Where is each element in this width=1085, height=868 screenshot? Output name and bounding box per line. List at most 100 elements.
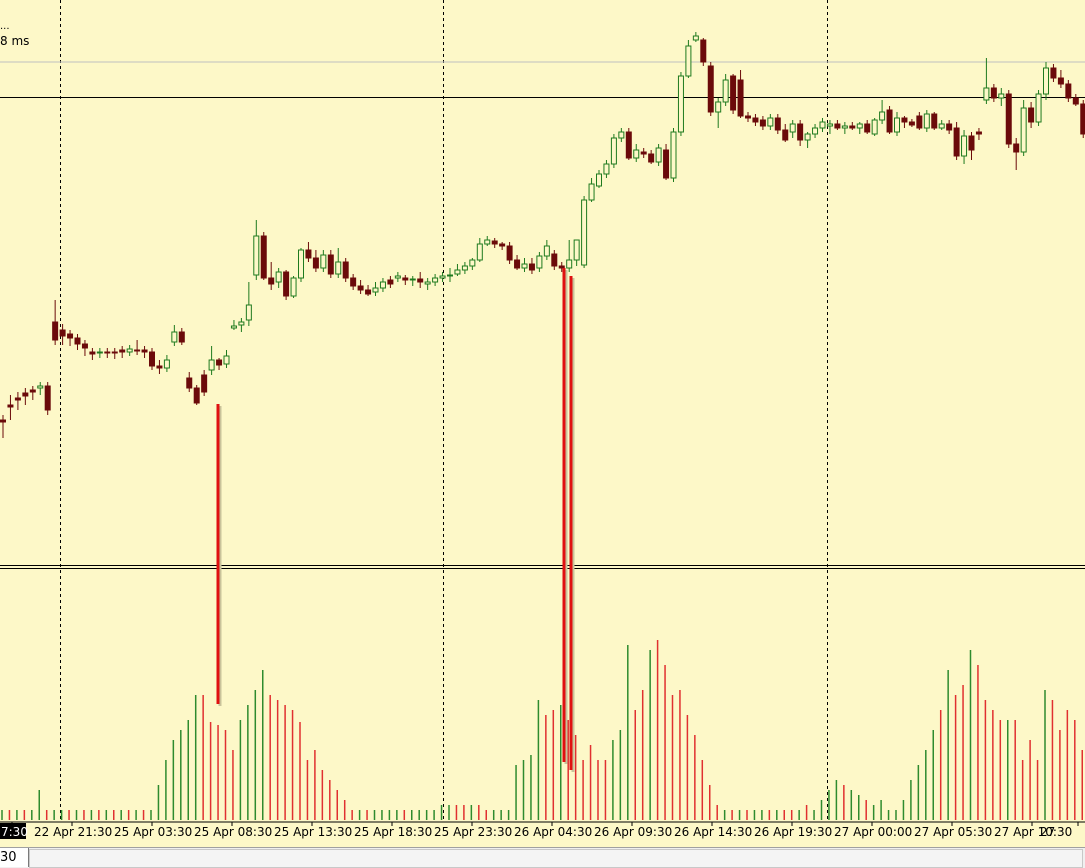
candle-body (768, 118, 773, 126)
candle-body (738, 80, 743, 116)
candle-body (261, 236, 266, 278)
candle-body (1036, 94, 1041, 122)
candle (902, 116, 907, 128)
candle-body (813, 128, 818, 134)
candle-body (865, 124, 870, 132)
candle-body (1021, 108, 1026, 152)
candle-body (827, 124, 832, 126)
candle (939, 120, 944, 130)
candle-body (142, 350, 147, 352)
candle-body (969, 136, 974, 150)
candle-body (708, 66, 713, 112)
candle-body (351, 278, 356, 286)
candle (924, 110, 929, 132)
candle (261, 232, 266, 280)
candle-body (120, 350, 125, 352)
candle (485, 236, 490, 246)
candle (45, 382, 50, 415)
candle (693, 32, 698, 42)
candle-body (328, 255, 333, 274)
candle (574, 240, 579, 266)
candle (999, 88, 1004, 106)
latency-label: 8 ms (0, 34, 29, 48)
candle (15, 392, 20, 410)
candle-body (686, 46, 691, 76)
candle-body (649, 154, 654, 162)
candle-body (790, 124, 795, 132)
candle (850, 122, 855, 130)
candle (105, 348, 110, 358)
candle-body (1029, 108, 1034, 122)
candle-body (38, 386, 43, 388)
candle (827, 120, 832, 134)
highlight-markers (218, 268, 573, 772)
candle-body (127, 349, 132, 352)
candle-body (924, 114, 929, 128)
candle-body (656, 148, 661, 162)
candle (239, 318, 244, 332)
candle-body (284, 272, 289, 296)
candle (515, 255, 520, 270)
candle-body (954, 128, 959, 156)
candle (1051, 64, 1056, 82)
candle-body (522, 264, 527, 268)
candle (842, 122, 847, 134)
candle-body (723, 80, 728, 102)
candle-body (485, 240, 490, 244)
candle-body (947, 124, 952, 130)
candle-body (932, 114, 937, 128)
candle-body (850, 126, 855, 128)
candle (97, 348, 102, 358)
candle (507, 242, 512, 264)
candle-body (358, 286, 363, 290)
candle-body (8, 405, 13, 407)
horizontal-lines (0, 62, 1085, 569)
candle-body (559, 266, 564, 268)
candle (775, 114, 780, 134)
candle-body (634, 150, 639, 158)
candle-body (552, 254, 557, 266)
axis-tick-label: 25 Apr 18:30 (354, 825, 432, 839)
candle (991, 84, 996, 102)
candle-body (1058, 78, 1063, 84)
candle (746, 112, 751, 122)
candle-body (53, 322, 58, 340)
candle (1006, 90, 1011, 148)
candle (708, 62, 713, 116)
candle (358, 280, 363, 294)
candle (291, 276, 296, 298)
candle (179, 328, 184, 345)
candle (1036, 90, 1041, 126)
candle-body (112, 352, 117, 353)
candle (120, 346, 125, 358)
candle (440, 272, 445, 282)
candle (336, 248, 341, 278)
candle (1029, 102, 1034, 128)
candle (157, 360, 162, 374)
candle-body (574, 240, 579, 260)
candle-body (902, 118, 907, 122)
candle (217, 358, 222, 370)
candle (53, 300, 58, 345)
candle (626, 128, 631, 160)
candle (529, 258, 534, 274)
candle-body (336, 262, 341, 274)
candle (135, 340, 140, 355)
candle (634, 144, 639, 162)
status-dots: ... (0, 22, 10, 32)
candle-body (150, 352, 155, 366)
candle-body (537, 256, 542, 268)
candle (701, 38, 706, 66)
candle (231, 320, 236, 330)
axis-tick-label: 27 Apr 10:30 (994, 825, 1072, 839)
candle (835, 120, 840, 130)
timeframe-field[interactable]: 30 (0, 848, 29, 867)
candle-body (895, 118, 900, 132)
candle-body (880, 112, 885, 120)
candle-body (470, 260, 475, 266)
candle (984, 58, 989, 104)
candle-body (179, 332, 184, 342)
command-input[interactable] (29, 849, 1083, 868)
